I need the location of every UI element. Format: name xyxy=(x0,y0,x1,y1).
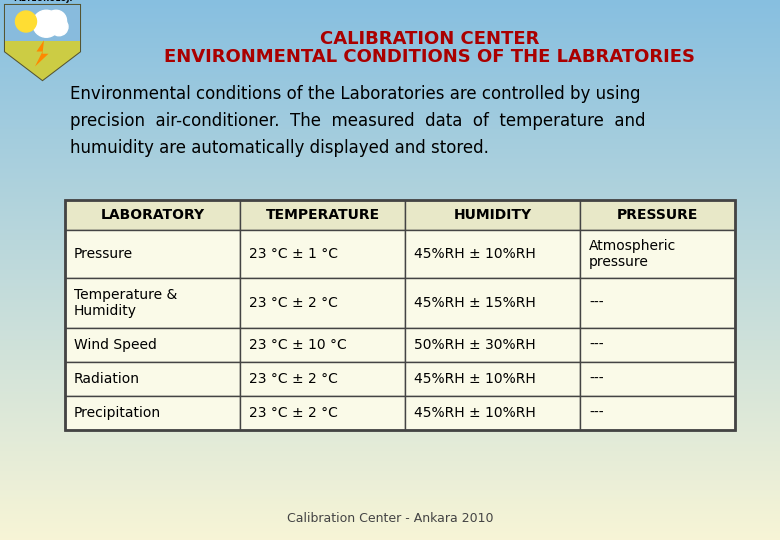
Circle shape xyxy=(50,18,68,36)
FancyBboxPatch shape xyxy=(580,200,735,230)
FancyBboxPatch shape xyxy=(580,396,735,430)
FancyBboxPatch shape xyxy=(240,278,405,328)
FancyBboxPatch shape xyxy=(405,230,580,278)
Text: precision  air-conditioner.  The  measured  data  of  temperature  and: precision air-conditioner. The measured … xyxy=(70,112,646,130)
Text: ---: --- xyxy=(589,372,604,386)
FancyBboxPatch shape xyxy=(240,200,405,230)
Circle shape xyxy=(33,10,60,37)
Text: ---: --- xyxy=(589,406,604,420)
FancyBboxPatch shape xyxy=(65,396,240,430)
Text: 23 °C ± 2 °C: 23 °C ± 2 °C xyxy=(249,406,338,420)
Polygon shape xyxy=(5,41,80,80)
FancyBboxPatch shape xyxy=(405,328,580,362)
Text: humuidity are automatically displayed and stored.: humuidity are automatically displayed an… xyxy=(70,139,489,157)
Text: 23 °C ± 2 °C: 23 °C ± 2 °C xyxy=(249,296,338,310)
FancyBboxPatch shape xyxy=(65,278,240,328)
Text: PRESSURE: PRESSURE xyxy=(617,208,698,222)
FancyBboxPatch shape xyxy=(65,230,240,278)
FancyBboxPatch shape xyxy=(240,396,405,430)
Text: 45%RH ± 10%RH: 45%RH ± 10%RH xyxy=(414,372,536,386)
Text: LABORATORY: LABORATORY xyxy=(101,208,204,222)
Text: 45%RH ± 10%RH: 45%RH ± 10%RH xyxy=(414,406,536,420)
Polygon shape xyxy=(35,40,48,66)
Text: 50%RH ± 30%RH: 50%RH ± 30%RH xyxy=(414,338,536,352)
FancyBboxPatch shape xyxy=(580,278,735,328)
Circle shape xyxy=(16,11,37,32)
FancyBboxPatch shape xyxy=(240,328,405,362)
Text: METEOROLOJI: METEOROLOJI xyxy=(12,0,73,3)
FancyBboxPatch shape xyxy=(405,200,580,230)
Text: Environmental conditions of the Laboratories are controlled by using: Environmental conditions of the Laborato… xyxy=(70,85,640,103)
Text: HUMIDITY: HUMIDITY xyxy=(453,208,531,222)
FancyBboxPatch shape xyxy=(405,396,580,430)
Text: Precipitation: Precipitation xyxy=(74,406,161,420)
FancyBboxPatch shape xyxy=(580,328,735,362)
Text: TEMPERATURE: TEMPERATURE xyxy=(265,208,380,222)
Text: Temperature &
Humidity: Temperature & Humidity xyxy=(74,288,177,318)
FancyBboxPatch shape xyxy=(580,230,735,278)
Circle shape xyxy=(45,10,66,31)
Text: 23 °C ± 2 °C: 23 °C ± 2 °C xyxy=(249,372,338,386)
FancyBboxPatch shape xyxy=(405,362,580,396)
FancyBboxPatch shape xyxy=(405,278,580,328)
Text: Atmospheric
pressure: Atmospheric pressure xyxy=(589,239,676,269)
FancyBboxPatch shape xyxy=(240,230,405,278)
Text: Wind Speed: Wind Speed xyxy=(74,338,157,352)
FancyBboxPatch shape xyxy=(65,362,240,396)
Text: ENVIRONMENTAL CONDITIONS OF THE LABRATORIES: ENVIRONMENTAL CONDITIONS OF THE LABRATOR… xyxy=(165,48,696,66)
FancyBboxPatch shape xyxy=(65,328,240,362)
Text: Pressure: Pressure xyxy=(74,247,133,261)
Text: ---: --- xyxy=(589,338,604,352)
Text: 23 °C ± 1 °C: 23 °C ± 1 °C xyxy=(249,247,338,261)
FancyBboxPatch shape xyxy=(580,362,735,396)
Text: CALIBRATION CENTER: CALIBRATION CENTER xyxy=(321,30,540,48)
Text: ---: --- xyxy=(589,296,604,310)
Polygon shape xyxy=(5,5,80,80)
Text: 45%RH ± 15%RH: 45%RH ± 15%RH xyxy=(414,296,536,310)
Text: Radiation: Radiation xyxy=(74,372,140,386)
FancyBboxPatch shape xyxy=(65,200,240,230)
FancyBboxPatch shape xyxy=(240,362,405,396)
Text: Calibration Center - Ankara 2010: Calibration Center - Ankara 2010 xyxy=(287,512,493,525)
Text: 23 °C ± 10 °C: 23 °C ± 10 °C xyxy=(249,338,347,352)
Polygon shape xyxy=(5,5,80,41)
Text: 45%RH ± 10%RH: 45%RH ± 10%RH xyxy=(414,247,536,261)
